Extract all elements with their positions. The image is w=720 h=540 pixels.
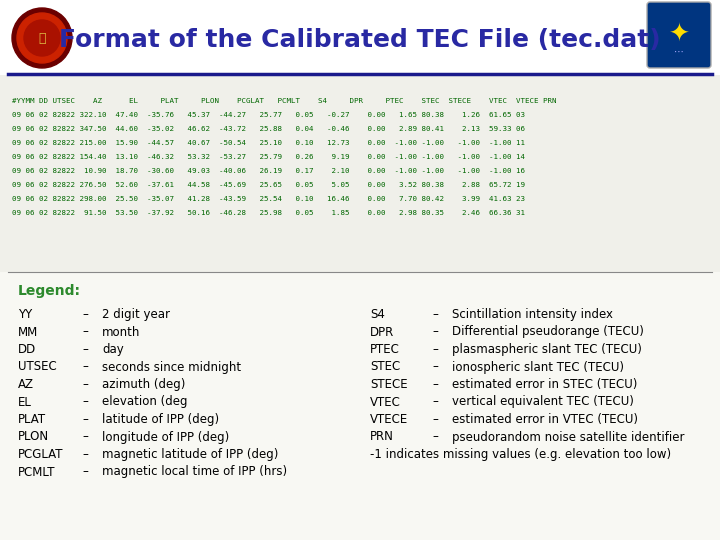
Text: magnetic local time of IPP (hrs): magnetic local time of IPP (hrs) (102, 465, 287, 478)
Text: –: – (432, 361, 438, 374)
Text: –: – (82, 395, 88, 408)
Text: PCGLAT: PCGLAT (18, 448, 63, 461)
Bar (0, 272, 720, 540)
Text: pseudorandom noise satellite identifier: pseudorandom noise satellite identifier (452, 430, 685, 443)
Text: –: – (432, 343, 438, 356)
Text: –: – (82, 430, 88, 443)
Circle shape (17, 13, 67, 63)
Text: –: – (82, 448, 88, 461)
Text: 🏛: 🏛 (38, 31, 46, 44)
Text: 09 06 02 82822 154.40  13.10  -46.32   53.32  -53.27   25.79   0.26    9.19    0: 09 06 02 82822 154.40 13.10 -46.32 53.32… (12, 154, 525, 160)
Text: EL: EL (18, 395, 32, 408)
Text: vertical equivalent TEC (TECU): vertical equivalent TEC (TECU) (452, 395, 634, 408)
Text: Format of the Calibrated TEC File (tec.dat): Format of the Calibrated TEC File (tec.d… (59, 28, 661, 52)
Text: S4: S4 (370, 308, 385, 321)
Text: PLON: PLON (18, 430, 49, 443)
Text: –: – (432, 395, 438, 408)
Text: DD: DD (18, 343, 36, 356)
Text: –: – (82, 326, 88, 339)
Text: PCMLT: PCMLT (18, 465, 55, 478)
Text: –: – (432, 430, 438, 443)
Bar (0, 0, 720, 75)
Text: estimated error in VTEC (TECU): estimated error in VTEC (TECU) (452, 413, 638, 426)
Text: seconds since midnight: seconds since midnight (102, 361, 241, 374)
Text: VTECE: VTECE (370, 413, 408, 426)
Text: –: – (82, 361, 88, 374)
Text: UTSEC: UTSEC (18, 361, 57, 374)
Text: 09 06 02 82822  10.90  18.70  -30.60   49.03  -40.06   26.19   0.17    2.10    0: 09 06 02 82822 10.90 18.70 -30.60 49.03 … (12, 168, 525, 174)
Text: ionospheric slant TEC (TECU): ionospheric slant TEC (TECU) (452, 361, 624, 374)
Text: MM: MM (18, 326, 38, 339)
Text: Legend:: Legend: (18, 284, 81, 298)
Text: 09 06 02 82822 298.00  25.50  -35.07   41.28  -43.59   25.54   0.10   16.46    0: 09 06 02 82822 298.00 25.50 -35.07 41.28… (12, 196, 525, 202)
Text: –: – (82, 378, 88, 391)
Text: #YYMM DD UTSEC    AZ      EL     PLAT     PLON    PCGLAT   PCMLT    S4     DPR  : #YYMM DD UTSEC AZ EL PLAT PLON PCGLAT PC… (12, 98, 557, 104)
Text: VTEC: VTEC (370, 395, 401, 408)
Text: 09 06 02 82822 276.50  52.60  -37.61   44.58  -45.69   25.65   0.05    5.05    0: 09 06 02 82822 276.50 52.60 -37.61 44.58… (12, 182, 525, 188)
Text: -1 indicates missing values (e.g. elevation too low): -1 indicates missing values (e.g. elevat… (370, 448, 671, 461)
Text: month: month (102, 326, 140, 339)
Text: PRN: PRN (370, 430, 394, 443)
Text: 09 06 02 82822 215.00  15.90  -44.57   40.67  -50.54   25.10   0.10   12.73    0: 09 06 02 82822 215.00 15.90 -44.57 40.67… (12, 140, 525, 146)
Text: YY: YY (18, 308, 32, 321)
Text: day: day (102, 343, 124, 356)
Text: –: – (432, 308, 438, 321)
Text: –: – (82, 413, 88, 426)
Text: elevation (deg: elevation (deg (102, 395, 187, 408)
Circle shape (12, 8, 72, 68)
Text: 09 06 02 82822 347.50  44.60  -35.02   46.62  -43.72   25.88   0.04   -0.46    0: 09 06 02 82822 347.50 44.60 -35.02 46.62… (12, 126, 525, 132)
Text: –: – (432, 413, 438, 426)
Text: 09 06 02 82822  91.50  53.50  -37.92   50.16  -46.28   25.98   0.05    1.85    0: 09 06 02 82822 91.50 53.50 -37.92 50.16 … (12, 210, 525, 216)
Text: STECE: STECE (370, 378, 408, 391)
Text: ✦: ✦ (668, 23, 690, 47)
Text: DPR: DPR (370, 326, 395, 339)
Text: latitude of IPP (deg): latitude of IPP (deg) (102, 413, 219, 426)
Text: –: – (82, 465, 88, 478)
Text: –: – (432, 326, 438, 339)
Text: Scintillation intensity index: Scintillation intensity index (452, 308, 613, 321)
Text: azimuth (deg): azimuth (deg) (102, 378, 185, 391)
Text: STEC: STEC (370, 361, 400, 374)
Text: PTEC: PTEC (370, 343, 400, 356)
Text: –: – (82, 343, 88, 356)
FancyBboxPatch shape (647, 2, 711, 68)
Text: 09 06 02 82822 322.10  47.40  -35.76   45.37  -44.27   25.77   0.05   -0.27    0: 09 06 02 82822 322.10 47.40 -35.76 45.37… (12, 112, 525, 118)
Text: 2 digit year: 2 digit year (102, 308, 170, 321)
Text: Differential pseudorange (TECU): Differential pseudorange (TECU) (452, 326, 644, 339)
Text: plasmaspheric slant TEC (TECU): plasmaspheric slant TEC (TECU) (452, 343, 642, 356)
Text: AZ: AZ (18, 378, 34, 391)
Text: estimated error in STEC (TECU): estimated error in STEC (TECU) (452, 378, 637, 391)
Text: PLAT: PLAT (18, 413, 46, 426)
Text: –: – (82, 308, 88, 321)
Circle shape (24, 20, 60, 56)
Text: ⋯: ⋯ (674, 47, 684, 57)
Text: –: – (432, 378, 438, 391)
Text: magnetic latitude of IPP (deg): magnetic latitude of IPP (deg) (102, 448, 279, 461)
Text: longitude of IPP (deg): longitude of IPP (deg) (102, 430, 229, 443)
